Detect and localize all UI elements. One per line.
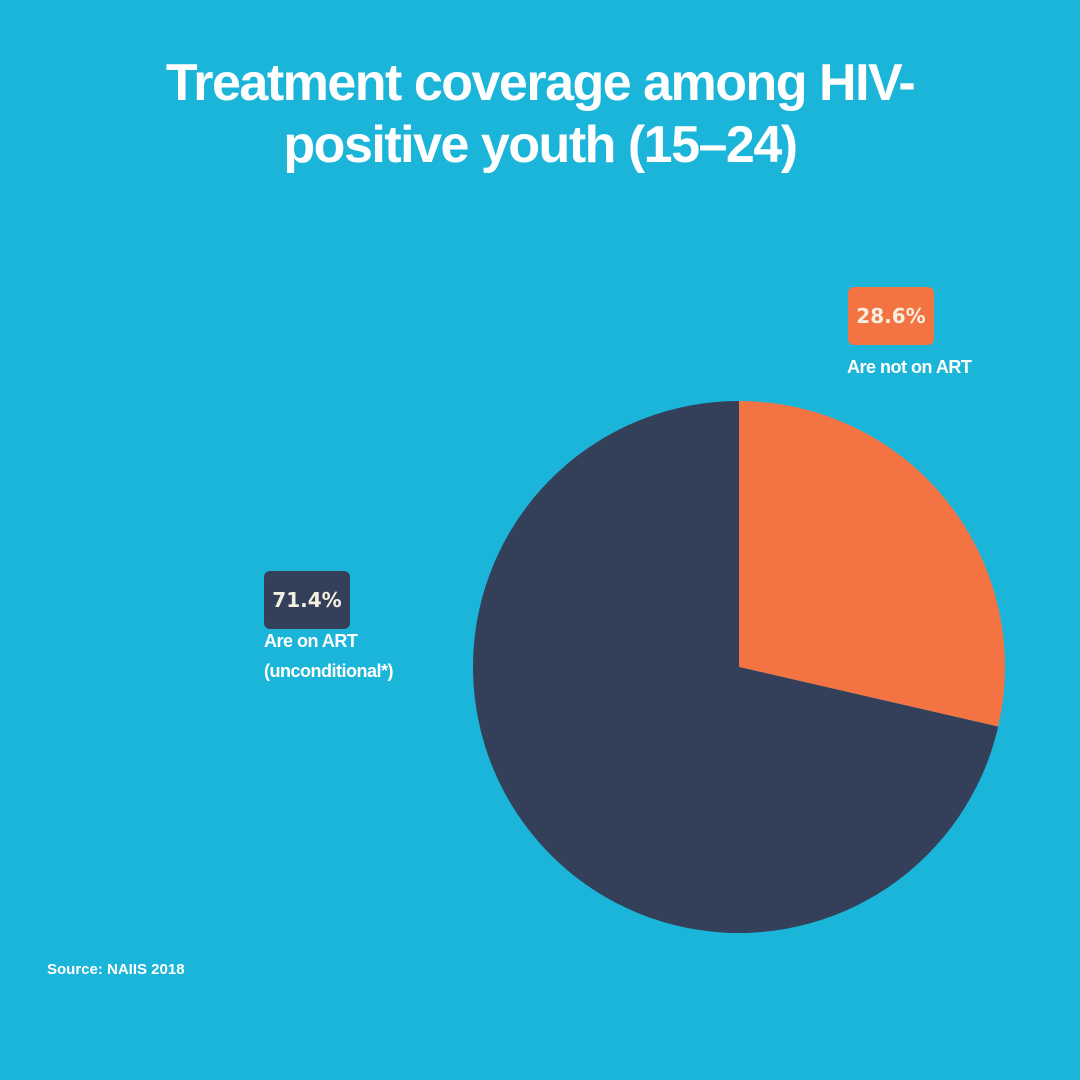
pie-slice-not-on-art bbox=[739, 401, 1005, 727]
slice-label-on-art: Are on ART (unconditional*) bbox=[264, 626, 393, 686]
title-line-2: positive youth (15–24) bbox=[283, 116, 798, 174]
value-label-on-art: 71.4% bbox=[264, 571, 350, 629]
slice-label-on-art-line-1: Are on ART bbox=[264, 631, 358, 651]
chart-title: Treatment coverage among HIV- positive y… bbox=[0, 52, 1080, 176]
slice-label-on-art-line-2: (unconditional*) bbox=[264, 661, 393, 681]
value-label-not-on-art: 28.6% bbox=[848, 287, 934, 345]
slice-label-not-on-art: Are not on ART bbox=[847, 357, 972, 377]
title-line-1: Treatment coverage among HIV- bbox=[165, 54, 916, 112]
pie-slice-on-art bbox=[472, 401, 999, 933]
source-note: Source: NAIIS 2018 bbox=[47, 961, 185, 978]
